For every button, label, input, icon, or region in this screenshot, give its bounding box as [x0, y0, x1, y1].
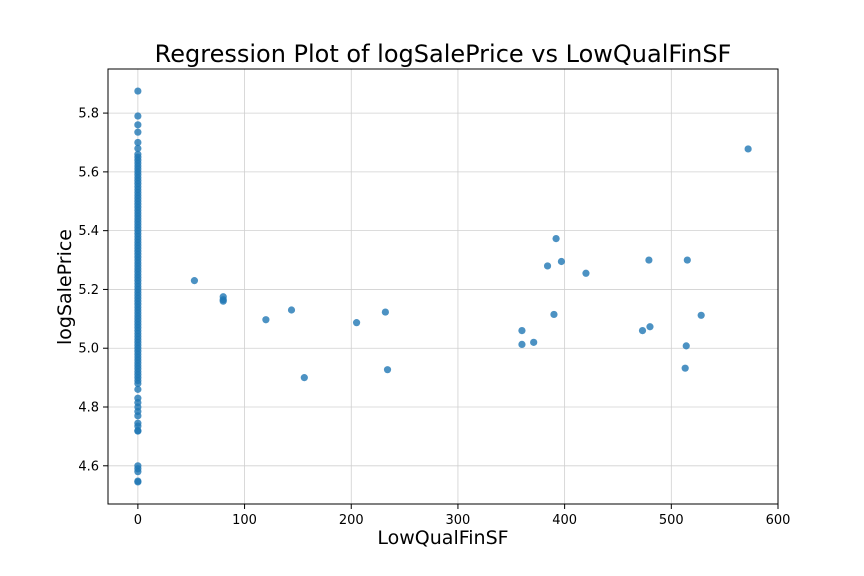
data-point [530, 338, 538, 346]
y-tick-label: 4.6 [78, 459, 99, 474]
data-point [190, 277, 199, 285]
data-point [134, 128, 142, 136]
y-axis-ticks: 4.6 4.8 5.0 5.2 5.4 5.6 5.8 [78, 107, 108, 474]
data-point [518, 340, 526, 349]
y-tick-label: 4.8 [78, 401, 99, 416]
data-point [744, 145, 752, 153]
data-point [262, 316, 270, 324]
data-point [134, 419, 142, 427]
data-point [557, 257, 566, 266]
data-point [683, 256, 691, 264]
data-point [552, 234, 560, 243]
data-point [646, 323, 654, 331]
x-tick-label: 200 [339, 513, 364, 528]
x-tick-label: 300 [446, 513, 471, 528]
y-tick-label: 5.0 [78, 342, 99, 357]
data-point [352, 319, 361, 327]
data-point [550, 310, 558, 319]
data-point [300, 374, 308, 382]
data-point [134, 385, 142, 393]
y-gridlines [108, 112, 778, 467]
data-point [582, 269, 590, 277]
data-point [134, 394, 142, 402]
x-tick-label: 600 [766, 513, 791, 528]
y-tick-label: 5.8 [78, 107, 99, 122]
data-point [543, 262, 552, 270]
data-point [134, 121, 142, 129]
data-point [134, 462, 142, 470]
data-point [134, 477, 142, 485]
data-point [134, 112, 142, 120]
data-point [134, 87, 142, 95]
data-point [681, 364, 689, 372]
data-point [134, 138, 142, 147]
data-point [134, 144, 142, 152]
data-point [134, 150, 142, 158]
x-axis-ticks: 0 100 200 300 400 500 600 [134, 504, 791, 528]
x-tick-label: 500 [659, 513, 684, 528]
data-point [518, 326, 526, 335]
plot-frame [107, 68, 779, 505]
x-tick-label: 100 [232, 513, 257, 528]
y-tick-label: 5.2 [78, 283, 99, 298]
data-point [219, 297, 227, 305]
y-axis-label: logSalePrice [54, 229, 76, 345]
data-points [134, 87, 752, 486]
x-tick-label: 0 [134, 513, 142, 528]
data-point [383, 366, 392, 374]
data-point [638, 326, 647, 335]
x-axis-label: LowQualFinSF [377, 527, 508, 549]
y-tick-label: 5.4 [78, 224, 99, 239]
data-point [381, 308, 389, 316]
data-point [645, 256, 653, 264]
y-tick-label: 5.6 [78, 165, 99, 180]
x-tick-label: 400 [552, 513, 577, 528]
chart-title: Regression Plot of logSalePrice vs LowQu… [155, 40, 732, 68]
data-point [287, 306, 296, 314]
data-point [697, 311, 705, 319]
data-point [682, 342, 690, 350]
